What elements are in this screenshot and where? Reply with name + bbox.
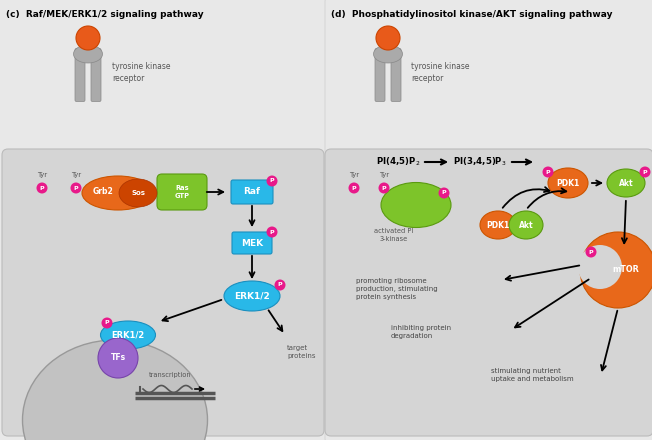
Text: PDK1: PDK1 <box>556 179 580 187</box>
Text: ERK1/2: ERK1/2 <box>111 330 145 340</box>
Ellipse shape <box>374 45 402 63</box>
Text: ERK1/2: ERK1/2 <box>234 291 270 301</box>
Text: Sos: Sos <box>131 190 145 196</box>
Text: TFs: TFs <box>110 353 126 363</box>
Text: Ras
GTP: Ras GTP <box>175 186 190 198</box>
Ellipse shape <box>82 176 154 210</box>
Circle shape <box>70 183 82 194</box>
Text: stimulating nutrient
uptake and metabolism: stimulating nutrient uptake and metaboli… <box>491 368 574 382</box>
Text: inhibiting protein
degradation: inhibiting protein degradation <box>391 325 451 339</box>
Text: P: P <box>278 282 282 287</box>
Text: P: P <box>441 191 447 195</box>
Circle shape <box>640 166 651 177</box>
Text: MEK: MEK <box>241 238 263 247</box>
Ellipse shape <box>607 169 645 197</box>
Text: P: P <box>74 186 78 191</box>
Ellipse shape <box>74 45 102 63</box>
Text: Raf: Raf <box>243 187 261 197</box>
FancyBboxPatch shape <box>75 48 85 102</box>
FancyBboxPatch shape <box>157 174 207 210</box>
Circle shape <box>578 245 622 289</box>
Text: promoting ribosome
production, stimulating
protein synthesis: promoting ribosome production, stimulati… <box>356 278 437 300</box>
Text: P: P <box>40 186 44 191</box>
Text: PDK1: PDK1 <box>486 220 510 230</box>
Text: (c)  Raf/MEK/ERK1/2 signaling pathway: (c) Raf/MEK/ERK1/2 signaling pathway <box>6 10 203 19</box>
Ellipse shape <box>23 340 207 440</box>
Circle shape <box>102 318 113 329</box>
Circle shape <box>274 279 286 290</box>
Circle shape <box>542 166 554 177</box>
Text: Tyr: Tyr <box>71 172 81 178</box>
Text: Akt: Akt <box>619 179 633 187</box>
Ellipse shape <box>548 168 588 198</box>
Text: P: P <box>381 186 387 191</box>
Text: Tyr: Tyr <box>379 172 389 178</box>
FancyBboxPatch shape <box>91 48 101 102</box>
Text: P: P <box>546 169 550 175</box>
FancyBboxPatch shape <box>325 0 652 440</box>
Ellipse shape <box>119 179 157 207</box>
Text: tyrosine kinase
receptor: tyrosine kinase receptor <box>112 62 171 83</box>
FancyBboxPatch shape <box>0 0 327 440</box>
Circle shape <box>267 176 278 187</box>
FancyBboxPatch shape <box>231 180 273 204</box>
FancyBboxPatch shape <box>375 48 385 102</box>
FancyBboxPatch shape <box>391 48 401 102</box>
Text: (d)  Phosphatidylinositol kinase/AKT signaling pathway: (d) Phosphatidylinositol kinase/AKT sign… <box>331 10 612 19</box>
Circle shape <box>376 26 400 50</box>
Text: Tyr: Tyr <box>37 172 47 178</box>
Text: tyrosine kinase
receptor: tyrosine kinase receptor <box>411 62 469 83</box>
Circle shape <box>379 183 389 194</box>
FancyBboxPatch shape <box>325 149 652 436</box>
Text: P: P <box>270 179 274 183</box>
Text: P: P <box>270 230 274 235</box>
Ellipse shape <box>100 321 155 349</box>
Text: mTOR: mTOR <box>613 265 640 275</box>
Circle shape <box>98 338 138 378</box>
Text: P: P <box>643 169 647 175</box>
Ellipse shape <box>224 281 280 311</box>
Text: target
proteins: target proteins <box>287 345 316 359</box>
Ellipse shape <box>509 211 543 239</box>
FancyBboxPatch shape <box>232 232 272 254</box>
Ellipse shape <box>381 183 451 227</box>
Text: Tyr: Tyr <box>349 172 359 178</box>
Circle shape <box>349 183 359 194</box>
Circle shape <box>580 232 652 308</box>
Text: P: P <box>351 186 356 191</box>
Ellipse shape <box>480 211 516 239</box>
Circle shape <box>37 183 48 194</box>
FancyBboxPatch shape <box>2 149 324 436</box>
Text: PI(4,5)P$_2$: PI(4,5)P$_2$ <box>376 156 421 168</box>
Circle shape <box>585 246 597 257</box>
Circle shape <box>439 187 449 198</box>
Text: transcription: transcription <box>149 372 191 378</box>
Text: activated PI
3-kinase: activated PI 3-kinase <box>374 228 413 242</box>
Text: P: P <box>105 320 110 326</box>
Text: P: P <box>589 249 593 254</box>
Text: PI(3,4,5)P$_3$: PI(3,4,5)P$_3$ <box>453 156 507 168</box>
Text: Grb2: Grb2 <box>93 187 113 197</box>
Circle shape <box>267 227 278 238</box>
Circle shape <box>76 26 100 50</box>
Text: Akt: Akt <box>519 220 533 230</box>
